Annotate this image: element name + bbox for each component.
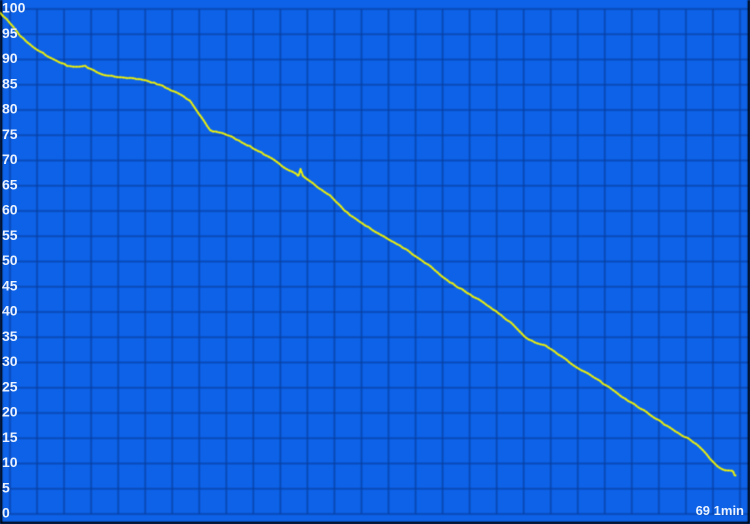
svg-text:85: 85	[2, 76, 18, 92]
svg-text:90: 90	[2, 50, 18, 66]
svg-text:35: 35	[2, 328, 18, 344]
svg-text:55: 55	[2, 227, 18, 243]
svg-text:5: 5	[2, 480, 10, 496]
svg-text:95: 95	[2, 25, 18, 41]
svg-text:40: 40	[2, 303, 18, 319]
svg-text:30: 30	[2, 353, 18, 369]
svg-text:50: 50	[2, 252, 18, 268]
svg-text:25: 25	[2, 379, 18, 395]
svg-text:80: 80	[2, 101, 18, 117]
svg-text:75: 75	[2, 126, 18, 142]
svg-text:45: 45	[2, 278, 18, 294]
svg-text:65: 65	[2, 177, 18, 193]
svg-text:69 1min: 69 1min	[696, 503, 744, 518]
svg-text:100: 100	[2, 0, 26, 16]
svg-text:70: 70	[2, 151, 18, 167]
svg-text:10: 10	[2, 454, 18, 470]
svg-text:60: 60	[2, 202, 18, 218]
svg-text:0: 0	[2, 505, 10, 521]
svg-text:15: 15	[2, 429, 18, 445]
svg-text:20: 20	[2, 404, 18, 420]
